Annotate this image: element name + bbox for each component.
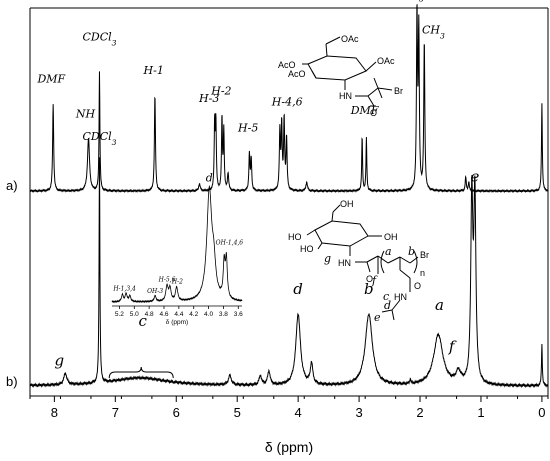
spectrum-b-label-0: g bbox=[54, 351, 64, 369]
spectrum-a-label-5: H-2 bbox=[210, 85, 231, 98]
inset-x-axis-label: δ (ppm) bbox=[166, 319, 188, 326]
spectrum-b-label-1: CDCl3 bbox=[82, 130, 116, 147]
struct-b-oh-right: OH bbox=[384, 232, 398, 242]
structure-b bbox=[306, 204, 419, 321]
inset-label-4: d bbox=[206, 171, 213, 184]
spectrum-a-label-1: NH bbox=[75, 108, 96, 121]
struct-b-f: f bbox=[371, 274, 378, 287]
panel-label-a: a) bbox=[6, 178, 18, 193]
spectrum-a-trace bbox=[29, 4, 549, 194]
struct-b-o2: O bbox=[414, 281, 421, 291]
inset-tick-label: 5.2 bbox=[115, 311, 124, 318]
inset-label-5: OH-1,4,6 bbox=[216, 240, 244, 247]
struct-b-hn2: HN bbox=[394, 292, 407, 302]
inset-tick-label: 4.6 bbox=[159, 311, 168, 318]
labels-a: DMF NH CDCl3 H-1 H-3H-2 H-5 H-4,6 DMF CH3CO CH3 bbox=[36, 0, 445, 135]
inset-trace bbox=[111, 184, 243, 304]
bracket-c bbox=[108, 366, 174, 379]
struct-a-br: Br bbox=[394, 86, 403, 96]
x-tick-label: 7 bbox=[112, 405, 119, 420]
plot-frame bbox=[29, 7, 549, 396]
x-tick-label: 6 bbox=[173, 405, 180, 420]
spectrum-a-label-4: H-3 bbox=[198, 92, 219, 105]
spectrum-a-label-7: H-4,6 bbox=[271, 95, 303, 108]
spectrum-a bbox=[29, 4, 549, 194]
inset-label-1: OH-3 bbox=[147, 288, 163, 295]
spectrum-b-label-3: d bbox=[293, 280, 303, 298]
x-tick-label: 3 bbox=[355, 405, 362, 420]
inset-label-2: H-5,6 bbox=[158, 276, 176, 283]
spectrum-a-label-8: DMF bbox=[350, 104, 379, 117]
struct-b-n: n bbox=[420, 268, 425, 278]
structure-b-labels: OH HO HO OH g HN O a b Br n f c HN O d e bbox=[288, 199, 429, 324]
inset-tick-label: 3.8 bbox=[219, 311, 228, 318]
struct-b-g: g bbox=[324, 252, 331, 265]
x-axis: 8 7 6 5 4 3 2 1 0 δ (ppm) bbox=[29, 395, 549, 455]
inset-tick-label: 5.0 bbox=[130, 311, 139, 318]
struct-b-ho-1: HO bbox=[288, 232, 302, 242]
struct-b-o1: O bbox=[366, 274, 373, 284]
struct-a-hn: HN bbox=[339, 91, 352, 101]
spectrum-b-trace bbox=[29, 157, 549, 389]
spectrum-a-label-3: H-1 bbox=[143, 64, 164, 77]
inset-label-0: H-1,3,4 bbox=[112, 286, 136, 293]
inset-tick-label: 4.0 bbox=[204, 311, 213, 318]
x-tick-label: 1 bbox=[477, 405, 484, 420]
spectrum-a-label-9: CH3CO bbox=[401, 0, 441, 3]
x-tick-label: 2 bbox=[416, 405, 423, 420]
spectrum-b-label-5: a bbox=[435, 296, 444, 314]
struct-a-o: O bbox=[370, 108, 377, 118]
struct-b-hn1: HN bbox=[338, 258, 351, 268]
spectrum-b-label-7: e bbox=[470, 167, 479, 185]
struct-a-aco-2: AcO bbox=[288, 69, 306, 79]
panel-label-b: b) bbox=[6, 374, 18, 389]
struct-b-ho-2: HO bbox=[300, 244, 314, 254]
inset-label-3: H-2 bbox=[171, 279, 183, 286]
structure-a bbox=[302, 36, 393, 107]
spectrum-a-label-6: H-5 bbox=[237, 122, 258, 135]
struct-a-oac-top: OAc bbox=[341, 34, 359, 44]
inset-tick-label: 3.6 bbox=[234, 311, 243, 318]
spectrum-a-label-0: DMF bbox=[36, 73, 65, 86]
x-tick-label: 0 bbox=[538, 405, 545, 420]
inset-tick-label: 4.4 bbox=[174, 311, 183, 318]
struct-b-oh-top: OH bbox=[340, 199, 354, 209]
spectrum-a-label-10: CH3 bbox=[422, 24, 445, 41]
struct-b-b: b bbox=[408, 245, 415, 258]
struct-b-br: Br bbox=[420, 250, 429, 260]
struct-b-d: d bbox=[384, 299, 391, 312]
struct-b-a: a bbox=[385, 245, 392, 258]
x-tick-label: 5 bbox=[234, 405, 241, 420]
inset-tick-label: 4.8 bbox=[145, 311, 154, 318]
struct-b-c: c bbox=[383, 290, 389, 303]
struct-b-e: e bbox=[374, 311, 381, 324]
struct-a-oac-right: OAc bbox=[377, 56, 395, 66]
structure-a-labels: OAc AcO AcO OAc HN O Br bbox=[278, 34, 403, 118]
spectrum-b-label-2: c bbox=[138, 312, 147, 330]
spectrum-b bbox=[29, 157, 549, 389]
spectrum-a-label-2: CDCl3 bbox=[82, 31, 116, 48]
x-axis-label: δ (ppm) bbox=[265, 439, 313, 455]
spectrum-b-label-4: b bbox=[364, 280, 374, 298]
x-tick-label: 4 bbox=[295, 405, 302, 420]
inset-spectrum: 5.2 5.0 4.8 4.6 4.4 4.2 4.0 3.8 3.6 δ (ppm) H-1,3,… bbox=[111, 171, 244, 326]
struct-a-aco-1: AcO bbox=[278, 60, 296, 70]
spectrum-b-label-6: f bbox=[448, 338, 457, 356]
x-tick-label: 8 bbox=[51, 405, 58, 420]
inset-tick-label: 4.2 bbox=[189, 311, 198, 318]
